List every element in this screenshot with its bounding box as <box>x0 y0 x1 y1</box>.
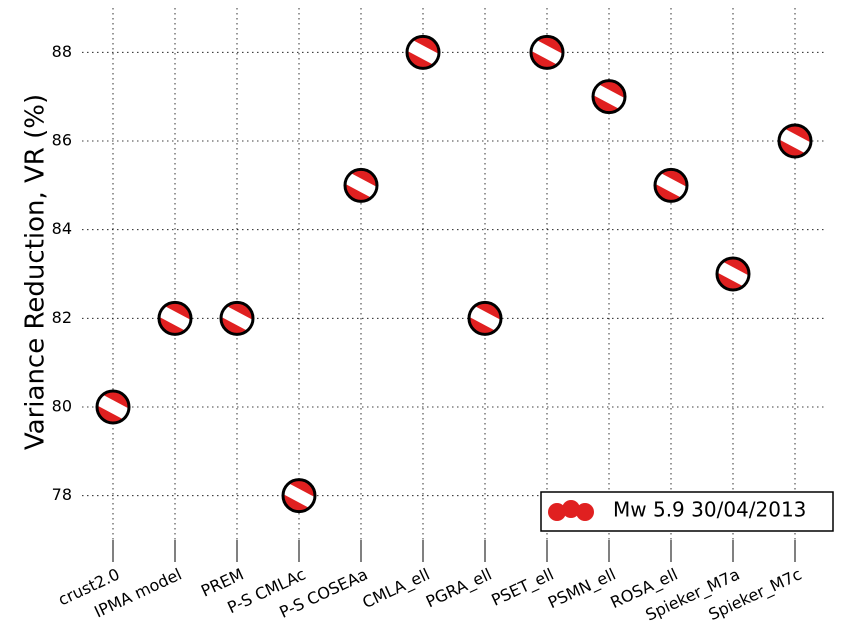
x-tick-label: PSET_ell <box>488 564 557 610</box>
data-point <box>587 79 631 115</box>
data-point <box>215 300 259 336</box>
marker-outline <box>591 79 627 115</box>
marker-outline <box>95 389 131 425</box>
legend-label: Mw 5.9 30/04/2013 <box>613 498 806 522</box>
marker-outline <box>467 300 503 336</box>
data-point <box>277 478 321 514</box>
x-tick-label: PGRA_ell <box>423 564 495 612</box>
legend-marker <box>576 503 594 521</box>
data-point <box>711 256 755 292</box>
legend: Mw 5.9 30/04/2013 <box>540 491 834 532</box>
y-axis-label: Variance Reduction, VR (%) <box>21 94 51 450</box>
legend-marker <box>548 503 566 521</box>
y-tick-label: 84 <box>52 219 72 238</box>
legend-marker <box>562 500 580 518</box>
x-tick-label: PSMN_ell <box>545 564 619 613</box>
data-point <box>649 167 693 203</box>
data-point <box>91 389 135 425</box>
y-tick-label: 88 <box>52 42 72 61</box>
marker-outline <box>653 167 689 203</box>
x-tick-label: CMLA_ell <box>359 564 433 613</box>
y-tick-label: 78 <box>52 485 72 504</box>
marker-outline <box>219 300 255 336</box>
marker-outline <box>157 300 193 336</box>
marker-outline <box>529 34 565 70</box>
data-point <box>525 34 569 70</box>
marker-outline <box>715 256 751 292</box>
data-point <box>339 167 383 203</box>
y-tick-label: 82 <box>52 308 72 327</box>
data-point <box>463 300 507 336</box>
y-tick-label: 86 <box>52 131 72 150</box>
data-point <box>773 123 817 159</box>
y-tick-label: 80 <box>52 397 72 416</box>
data-point <box>401 34 445 70</box>
data-point <box>153 300 197 336</box>
marker-outline <box>777 123 813 159</box>
marker-outline <box>343 167 379 203</box>
marker-outline <box>405 34 441 70</box>
marker-outline <box>281 478 317 514</box>
